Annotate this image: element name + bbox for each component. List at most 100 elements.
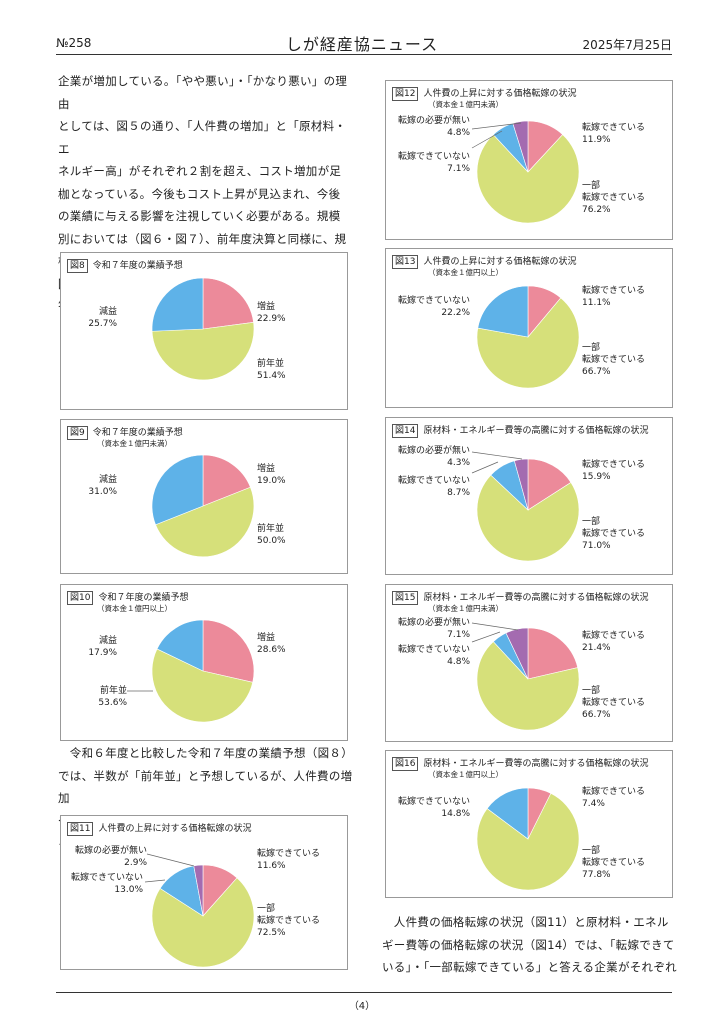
slice-label-2: 減益 31.0%: [88, 475, 117, 497]
slice-label-2: 転嫁できていない 4.8%: [397, 645, 470, 667]
figure-number: 図15: [392, 591, 419, 605]
pie-chart: [476, 285, 580, 389]
slice-label-2: 減益 25.7%: [88, 307, 117, 329]
pie-slice-2: [477, 285, 529, 338]
figure-title: 人件費の上昇に対する価格転嫁の状況: [423, 89, 577, 99]
pie-slice-0: [527, 627, 579, 680]
pie-chart: [151, 864, 255, 968]
pie-slice-1: [476, 134, 580, 224]
figure-11: 図11 人件費の上昇に対する価格転嫁の状況 転嫁できている 11.6% 一部 転嫁でき…: [60, 815, 348, 970]
pie-chart: [151, 454, 255, 558]
newsletter-title: しが経産協ニュース: [285, 35, 439, 54]
figure-number: 図8: [67, 259, 88, 273]
pie-slice-1: [151, 877, 255, 968]
figure-14: 図14 原材料・エネルギー費等の高騰に対する価格転嫁の状況転嫁できている 15.9…: [385, 417, 673, 575]
figure-subtitle: （資本金１億円未満）: [428, 604, 503, 613]
pie-chart: [151, 277, 255, 381]
slice-label-2: 転嫁できていない 8.7%: [397, 476, 470, 498]
pie-chart: [151, 619, 255, 723]
figure-12: 図12 人件費の上昇に対する価格転嫁の状況 （資本金１億円未満） 転嫁できている 11…: [385, 80, 673, 240]
figure-13: 図13 人件費の上昇に対する価格転嫁の状況 （資本金１億円以上） 転嫁できている 11…: [385, 248, 673, 408]
pie-slice-2: [486, 787, 529, 840]
pie-chart: [476, 627, 580, 731]
figure-heading: 図15 原材料・エネルギー費等の高騰に対する価格転嫁の状況: [392, 590, 648, 605]
figure-heading: 図14 原材料・エネルギー費等の高騰に対する価格転嫁の状況: [392, 423, 648, 438]
figure-title: 原材料・エネルギー費等の高騰に対する価格転嫁の状況: [423, 426, 649, 436]
pie-slice-0: [202, 454, 251, 507]
pie-chart: [476, 787, 580, 891]
figure-number: 図13: [392, 255, 419, 269]
figure-number: 図10: [67, 591, 94, 605]
pie-slice-3: [514, 458, 529, 511]
figure-heading: 図8 令和７年度の業績予想: [67, 258, 183, 273]
pie-slice-1: [151, 321, 255, 381]
slice-label-3: 転嫁の必要が無い 2.9%: [74, 846, 147, 868]
slice-label-0: 転嫁できている 15.9%: [582, 460, 646, 482]
pie-slice-0: [202, 619, 255, 683]
figure-heading: 図13 人件費の上昇に対する価格転嫁の状況: [392, 254, 576, 269]
figure-number: 図16: [392, 757, 419, 771]
pie-slice-2: [151, 277, 204, 332]
slice-label-0: 増益 19.0%: [257, 464, 286, 486]
pie-slice-1: [476, 793, 580, 891]
figure-number: 図14: [392, 424, 419, 438]
figure-heading: 図11 人件費の上昇に対する価格転嫁の状況: [67, 821, 251, 836]
slice-label-2: 転嫁できていない 14.8%: [397, 797, 470, 819]
pie-slice-1: [476, 297, 580, 389]
slice-label-0: 増益 22.9%: [257, 302, 286, 324]
slice-label-0: 転嫁できている 11.9%: [582, 123, 646, 145]
figure-heading: 図10 令和７年度の業績予想: [67, 590, 188, 605]
slice-label-2: 転嫁できていない 13.0%: [70, 873, 143, 895]
slice-label-0: 転嫁できている 7.4%: [582, 787, 646, 809]
figure-subtitle: （資本金１億円以上）: [428, 770, 503, 779]
figure-title: 原材料・エネルギー費等の高騰に対する価格転嫁の状況: [423, 593, 649, 603]
pie-chart: [476, 120, 580, 224]
issue-number: №258: [56, 36, 92, 50]
slice-label-1: 前年並 51.4%: [257, 359, 286, 381]
slice-label-3: 転嫁の必要が無い 4.3%: [397, 446, 470, 468]
figure-title: 人件費の上昇に対する価格転嫁の状況: [98, 824, 252, 834]
figure-title: 令和７年度の業績予想: [92, 428, 183, 438]
figure-number: 図9: [67, 426, 88, 440]
pie-slice-1: [155, 486, 255, 558]
figure-title: 原材料・エネルギー費等の高騰に対する価格転嫁の状況: [423, 759, 649, 769]
slice-label-1: 一部 転嫁できている 66.7%: [582, 686, 646, 720]
figure-subtitle: （資本金１億円未満）: [97, 439, 172, 448]
figure-10: 図10 令和７年度の業績予想 （資本金１億円以上） 増益 28.6% 前年並 53.6%…: [60, 584, 348, 741]
figure-subtitle: （資本金１億円未満）: [428, 100, 503, 109]
slice-label-2: 転嫁できていない 7.1%: [397, 152, 470, 174]
slice-label-1: 一部 転嫁できている 76.2%: [582, 181, 646, 215]
pie-slice-1: [476, 474, 580, 562]
pie-slice-0: [202, 277, 254, 330]
figure-heading: 図16 原材料・エネルギー費等の高騰に対する価格転嫁の状況: [392, 756, 648, 771]
figure-subtitle: （資本金１億円以上）: [428, 268, 503, 277]
pie-slice-1: [476, 641, 580, 731]
slice-label-1: 一部 転嫁できている 71.0%: [582, 517, 646, 551]
pie-slice-1: [151, 648, 254, 723]
pie-chart: [476, 458, 580, 562]
figure-title: 令和７年度の業績予想: [92, 261, 183, 271]
header-rule: [56, 54, 672, 55]
pie-slice-0: [527, 458, 572, 511]
figure-9: 図9 令和７年度の業績予想 （資本金１億円未満） 増益 19.0% 前年並 50.0% 減…: [60, 419, 348, 574]
figure-heading: 図9 令和７年度の業績予想: [67, 425, 183, 440]
slice-label-0: 転嫁できている 21.4%: [582, 631, 646, 653]
slice-label-1: 一部 転嫁できている 72.5%: [257, 904, 321, 938]
slice-label-2: 転嫁できていない 22.2%: [397, 296, 470, 318]
issue-date: 2025年7月25日: [582, 38, 672, 52]
pie-slice-2: [151, 454, 204, 526]
pie-slice-2: [156, 619, 204, 672]
slice-label-3: 転嫁の必要が無い 4.8%: [397, 116, 470, 138]
figure-8: 図8 令和７年度の業績予想増益 22.9% 前年並 51.4% 減益 25.7%: [60, 252, 348, 410]
figure-number: 図11: [67, 822, 94, 836]
figure-subtitle: （資本金１億円以上）: [97, 604, 172, 613]
figure-title: 令和７年度の業績予想: [98, 593, 189, 603]
slice-label-1: 一部 転嫁できている 77.8%: [582, 846, 646, 880]
footer-rule: [56, 992, 672, 993]
page-header: №258 しが経産協ニュース 2025年7月25日: [0, 0, 724, 60]
figure-title: 人件費の上昇に対する価格転嫁の状況: [423, 257, 577, 267]
figure-15: 図15 原材料・エネルギー費等の高騰に対する価格転嫁の状況 （資本金１億円未満） 転嫁…: [385, 584, 673, 742]
body-paragraph-3: 人件費の価格転嫁の状況（図11）と原材料・エネル ギー費等の価格転嫁の状況（図1…: [382, 915, 677, 974]
figure-heading: 図12 人件費の上昇に対する価格転嫁の状況: [392, 86, 576, 101]
slice-label-0: 転嫁できている 11.1%: [582, 286, 646, 308]
